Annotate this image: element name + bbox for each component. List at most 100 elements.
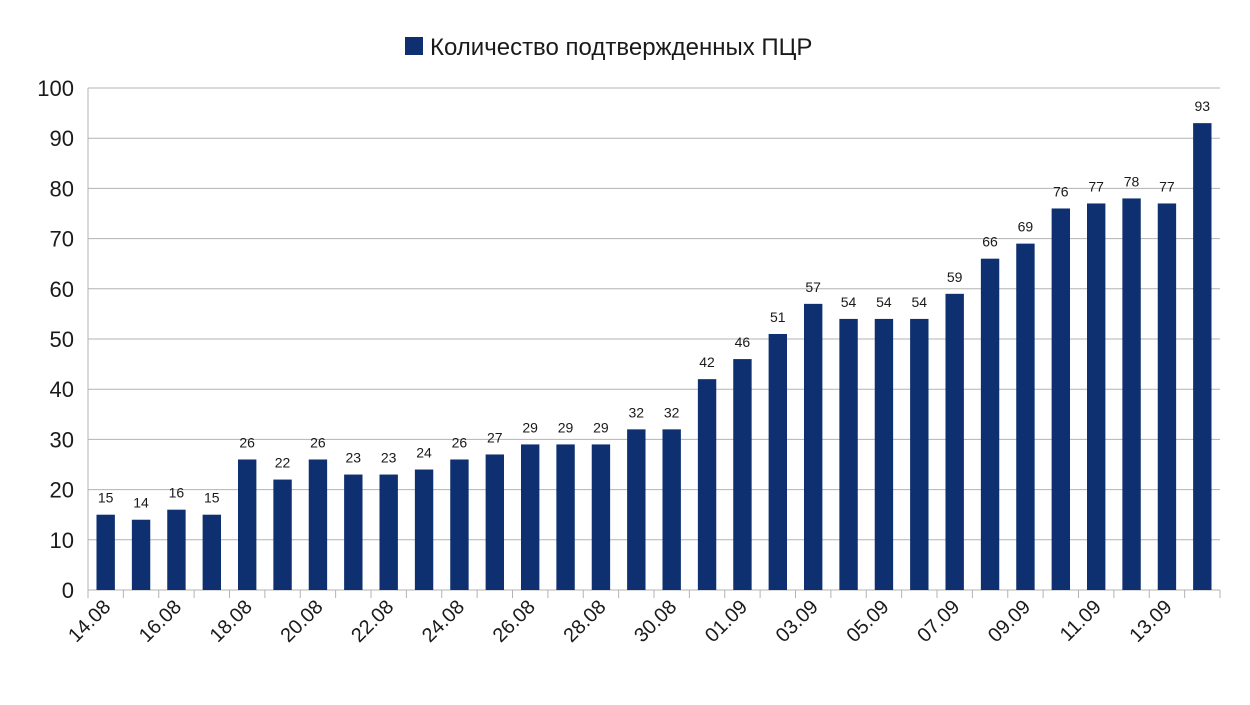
data-label: 26 bbox=[239, 434, 255, 450]
bar bbox=[1157, 203, 1177, 590]
data-label: 29 bbox=[522, 419, 538, 435]
data-label: 76 bbox=[1053, 183, 1069, 199]
bar bbox=[96, 514, 115, 590]
data-label: 14 bbox=[133, 495, 149, 511]
x-tick-label: 14.08 bbox=[64, 596, 115, 647]
bar bbox=[414, 469, 434, 590]
bars bbox=[96, 123, 1212, 591]
data-label: 15 bbox=[98, 490, 114, 506]
data-label: 26 bbox=[452, 434, 468, 450]
data-label: 77 bbox=[1088, 178, 1104, 194]
data-label: 54 bbox=[841, 294, 857, 310]
y-axis-ticks: 0 10 20 30 40 50 60 70 80 90 100 bbox=[37, 76, 74, 603]
bar bbox=[1086, 203, 1106, 590]
x-tick-label: 28.08 bbox=[560, 596, 611, 647]
data-label: 27 bbox=[487, 429, 503, 445]
x-tick-label: 05.09 bbox=[843, 596, 894, 647]
data-labels: 15 14 16 15 26 22 26 23 23 24 26 27 29 29 29 32 32 42 46 51… bbox=[98, 98, 1210, 511]
bar bbox=[839, 318, 858, 590]
data-label: 32 bbox=[629, 404, 645, 420]
x-tick-label: 03.09 bbox=[772, 596, 823, 647]
x-tick-label: 07.09 bbox=[913, 596, 964, 647]
x-tick-label: 22.08 bbox=[347, 596, 398, 647]
data-label: 26 bbox=[310, 434, 326, 450]
bar bbox=[945, 293, 964, 590]
y-tick-label: 10 bbox=[50, 528, 74, 553]
data-label: 77 bbox=[1159, 178, 1175, 194]
bar bbox=[202, 514, 222, 590]
bar bbox=[733, 359, 752, 590]
data-label: 29 bbox=[593, 419, 609, 435]
data-label: 93 bbox=[1195, 98, 1211, 114]
bar bbox=[520, 444, 540, 590]
data-label: 69 bbox=[1018, 219, 1034, 235]
data-label: 78 bbox=[1124, 173, 1140, 189]
legend: Количество подтвержденных ПЦР bbox=[405, 34, 812, 61]
x-tick-label: 24.08 bbox=[418, 596, 469, 647]
data-label: 29 bbox=[558, 419, 574, 435]
bar bbox=[1051, 208, 1071, 591]
y-tick-label: 50 bbox=[50, 327, 74, 352]
x-tick-label: 09.09 bbox=[984, 596, 1035, 647]
bar bbox=[1193, 123, 1212, 590]
bar bbox=[556, 444, 575, 590]
bar bbox=[627, 429, 646, 590]
bar bbox=[131, 519, 151, 590]
x-tick-label: 20.08 bbox=[277, 596, 328, 647]
x-axis-ticks: 14.08 16.08 18.08 20.08 22.08 24.08 26.08 28.08… bbox=[64, 596, 1176, 647]
bar bbox=[485, 454, 505, 590]
data-label: 66 bbox=[982, 234, 998, 250]
legend-swatch bbox=[405, 37, 423, 55]
bar bbox=[379, 474, 398, 590]
data-label: 23 bbox=[381, 450, 397, 466]
bar bbox=[237, 459, 257, 590]
bar bbox=[803, 303, 823, 590]
data-label: 24 bbox=[416, 445, 432, 461]
y-tick-label: 80 bbox=[50, 176, 74, 201]
data-label: 51 bbox=[770, 309, 786, 325]
bar bbox=[910, 318, 929, 590]
data-label: 54 bbox=[912, 294, 928, 310]
legend-label: Количество подтвержденных ПЦР bbox=[430, 34, 812, 61]
bar bbox=[273, 479, 292, 590]
data-label: 16 bbox=[169, 485, 185, 501]
bar bbox=[980, 258, 1000, 590]
bar bbox=[308, 459, 328, 590]
bar bbox=[344, 474, 363, 590]
data-label: 57 bbox=[805, 279, 821, 295]
data-label: 22 bbox=[275, 455, 291, 471]
y-tick-label: 70 bbox=[50, 227, 74, 252]
bar bbox=[1016, 243, 1035, 590]
x-tick-label: 26.08 bbox=[489, 596, 540, 647]
y-tick-label: 40 bbox=[50, 377, 74, 402]
bar bbox=[167, 509, 186, 590]
bar bbox=[768, 333, 788, 590]
bar bbox=[450, 459, 469, 590]
bar bbox=[697, 379, 717, 590]
data-label: 15 bbox=[204, 490, 220, 506]
x-tick-label: 13.09 bbox=[1126, 596, 1177, 647]
data-label: 59 bbox=[947, 269, 963, 285]
gridlines bbox=[87, 87, 1221, 598]
y-tick-label: 30 bbox=[50, 427, 74, 452]
x-tick-label: 11.09 bbox=[1056, 596, 1106, 646]
x-tick-label: 16.08 bbox=[135, 596, 186, 647]
y-tick-label: 90 bbox=[50, 126, 74, 151]
x-tick-label: 30.08 bbox=[630, 596, 681, 647]
data-label: 42 bbox=[699, 354, 715, 370]
bar bbox=[1122, 198, 1141, 590]
y-tick-label: 20 bbox=[50, 478, 74, 503]
bar bbox=[662, 429, 681, 590]
bar bbox=[591, 444, 611, 590]
bar bbox=[874, 318, 894, 590]
data-label: 32 bbox=[664, 404, 680, 420]
y-tick-label: 100 bbox=[37, 76, 74, 101]
data-label: 23 bbox=[346, 450, 362, 466]
x-tick-label: 01.09 bbox=[701, 596, 752, 647]
data-label: 46 bbox=[735, 334, 751, 350]
data-label: 54 bbox=[876, 294, 892, 310]
y-tick-label: 0 bbox=[62, 578, 74, 603]
x-tick-label: 18.08 bbox=[206, 596, 257, 647]
